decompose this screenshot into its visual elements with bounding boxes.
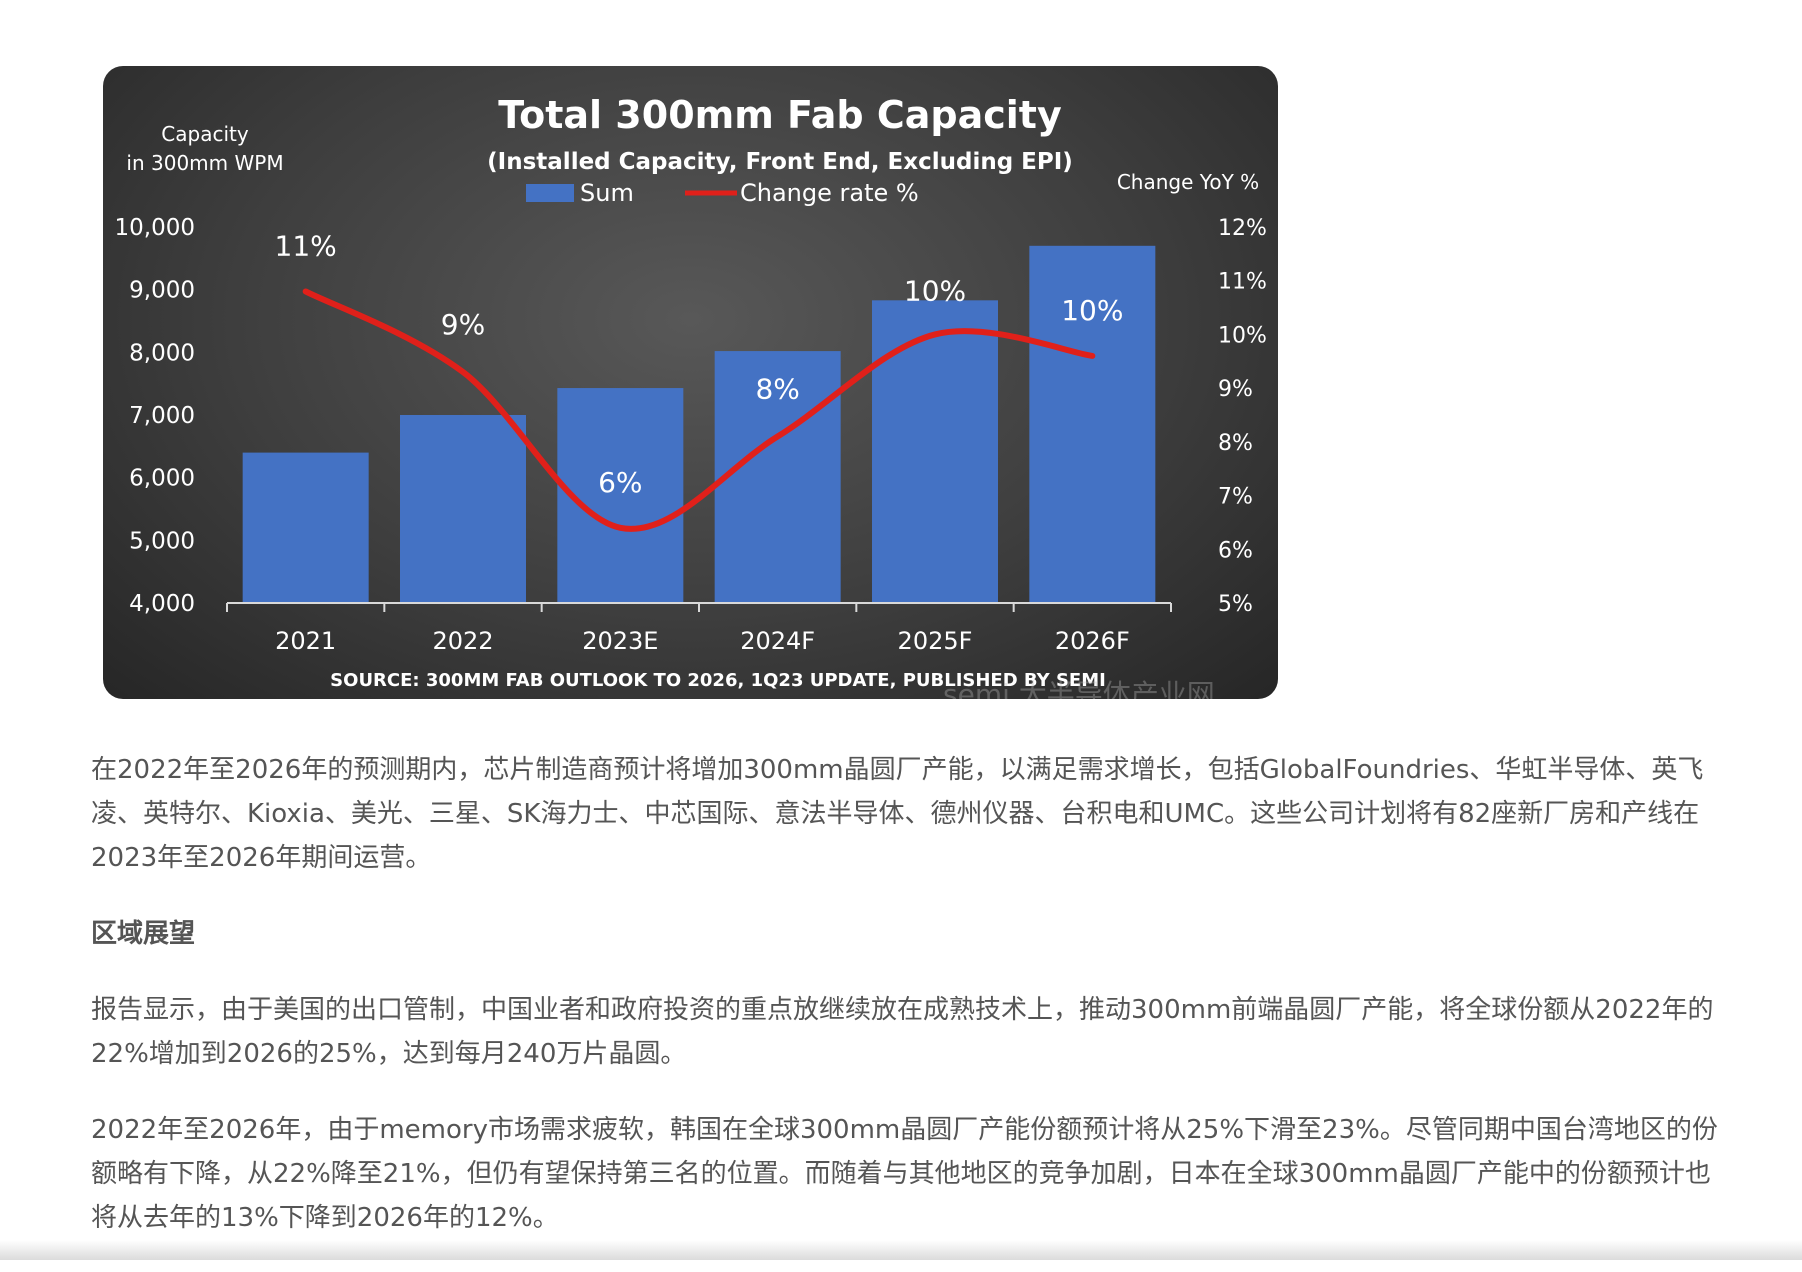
fab-capacity-chart: Total 300mm Fab Capacity (Installed Capa… (115, 93, 1267, 699)
article-paragraph-china: 报告显示，由于美国的出口管制，中国业者和政府投资的重点放继续放在成熟技术上，推动… (91, 995, 1714, 1069)
bar-2026F (1029, 245, 1156, 604)
y-left-tick-label: 7,000 (129, 403, 195, 429)
change-rate-data-label-2024F: 8% (755, 372, 799, 405)
y-right-tick-label: 12% (1218, 216, 1267, 241)
chart-source-note: SOURCE: 300MM FAB OUTLOOK TO 2026, 1Q23 … (330, 670, 1106, 691)
y-right-tick-label: 11% (1218, 270, 1267, 295)
change-rate-point-2021 (304, 290, 307, 293)
change-rate-line (302, 288, 1096, 532)
x-tick-label-2026F: 2026F (1055, 627, 1130, 655)
y-left-tick-label: 4,000 (129, 591, 195, 617)
bar-2021 (242, 452, 369, 603)
change-rate-data-label-2026F: 10% (1061, 294, 1123, 327)
change-rate-point-2023E (619, 526, 622, 529)
y-right-tick-label: 8% (1218, 431, 1253, 456)
bar-2022 (400, 415, 526, 603)
legend-label-sum: Sum (580, 179, 634, 207)
change-rate-data-label-2023E: 6% (598, 466, 642, 499)
y-right-tick-label: 7% (1218, 485, 1253, 510)
x-tick-label-2023E: 2023E (582, 627, 658, 655)
section-heading-regional-outlook: 区域展望 (91, 919, 196, 949)
y-right-tick-label: 6% (1218, 538, 1253, 563)
y-right-tick-label: 9% (1218, 377, 1253, 402)
y-axis-left-label-line2: in 300mm WPM (126, 151, 283, 175)
bar-2024F (714, 351, 841, 603)
x-tick-label-2024F: 2024F (740, 627, 815, 655)
change-rate-point-2022 (462, 371, 464, 374)
change-rate-data-label-2025F: 10% (904, 274, 966, 307)
y-left-tick-label: 5,000 (129, 528, 195, 554)
y-left-tick-label: 8,000 (129, 340, 195, 366)
change-rate-data-label-2022: 9% (441, 308, 485, 341)
legend-swatch-sum (526, 184, 574, 202)
change-rate-point-2024F (776, 435, 779, 438)
x-tick-label-2025F: 2025F (898, 627, 973, 655)
y-left-tick-label: 9,000 (129, 278, 195, 304)
bar-2025F (872, 300, 998, 603)
x-tick-label-2021: 2021 (275, 627, 336, 655)
bottom-fade (0, 1240, 1802, 1260)
y-axis-right-label: Change YoY % (1117, 170, 1259, 194)
x-tick-label-2022: 2022 (432, 627, 493, 655)
y-left-tick-label: 10,000 (115, 215, 195, 241)
y-axis-left-label-line1: Capacity (161, 122, 249, 146)
chart-title: Total 300mm Fab Capacity (498, 93, 1062, 137)
change-rate-point-2026F (1091, 354, 1094, 357)
chart-card: Total 300mm Fab Capacity (Installed Capa… (103, 66, 1278, 699)
watermark-text: semi 大半导体产业网 (943, 678, 1215, 699)
article-body: 在2022年至2026年的预测期内，芯片制造商预计将增加300mm晶圆厂产能，以… (91, 748, 1731, 1272)
change-rate-point-2025F (934, 333, 936, 336)
y-left-tick-label: 6,000 (129, 466, 195, 492)
chart-subtitle: (Installed Capacity, Front End, Excludin… (487, 149, 1073, 175)
article-paragraph-korea-taiwan-japan: 2022年至2026年，由于memory市场需求疲软，韩国在全球300mm晶圆厂… (91, 1115, 1718, 1233)
bar-2023E (557, 388, 684, 603)
y-right-tick-label: 10% (1218, 323, 1267, 348)
legend-label-change-rate: Change rate % (740, 179, 919, 207)
y-right-tick-label: 5% (1218, 592, 1253, 617)
change-rate-data-label-2021: 11% (275, 229, 337, 262)
article-paragraph-forecast: 在2022年至2026年的预测期内，芯片制造商预计将增加300mm晶圆厂产能，以… (91, 755, 1704, 873)
